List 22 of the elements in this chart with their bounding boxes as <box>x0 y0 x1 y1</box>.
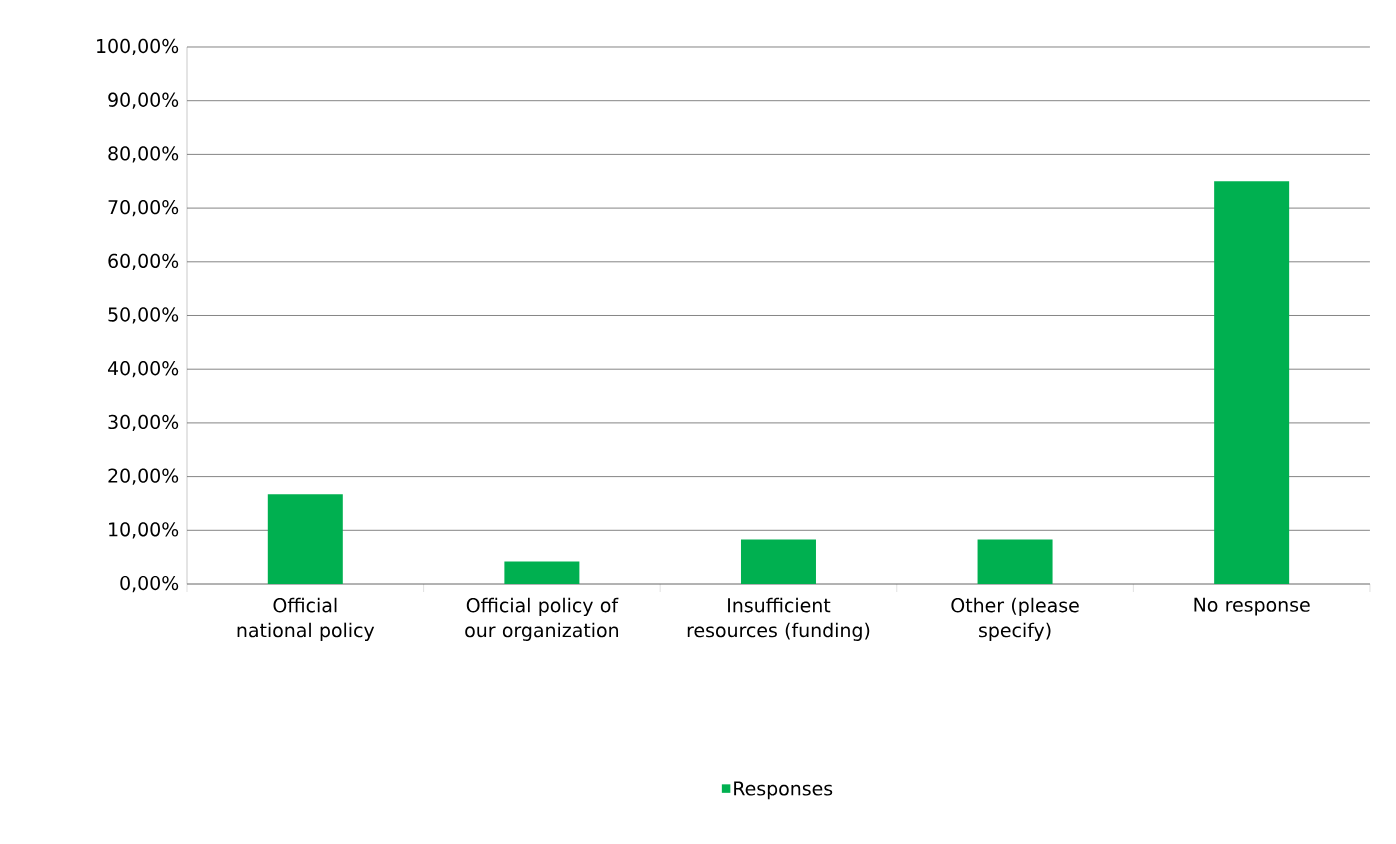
y-tick-label: 20,00% <box>108 468 179 485</box>
x-tick-label: Insufficient resources (funding) <box>687 597 870 641</box>
y-tick-label: 0,00% <box>120 575 179 593</box>
bar <box>977 539 1053 584</box>
x-tick-label: Official policy of our organization <box>465 597 619 641</box>
bar <box>504 561 580 584</box>
y-tick-label: 80,00% <box>108 146 179 163</box>
x-tick-label: Other (please specify) <box>951 597 1079 641</box>
y-tick-label: 50,00% <box>108 307 179 324</box>
x-tick-label: Official national policy <box>237 597 375 641</box>
x-tick-label: No response <box>1194 597 1310 616</box>
bar <box>1214 181 1290 584</box>
y-tick-label: 70,00% <box>108 199 179 217</box>
bar <box>267 494 343 584</box>
y-tick-label: 40,00% <box>107 361 179 378</box>
y-tick-label: 90,00% <box>108 92 179 109</box>
y-tick-label: 60,00% <box>108 253 179 270</box>
legend-label: Responses <box>734 781 833 800</box>
y-tick-label: 100,00% <box>97 38 179 56</box>
bar <box>740 539 816 584</box>
y-tick-label: 10,00% <box>109 522 179 539</box>
y-tick-label: 30,00% <box>108 414 179 432</box>
